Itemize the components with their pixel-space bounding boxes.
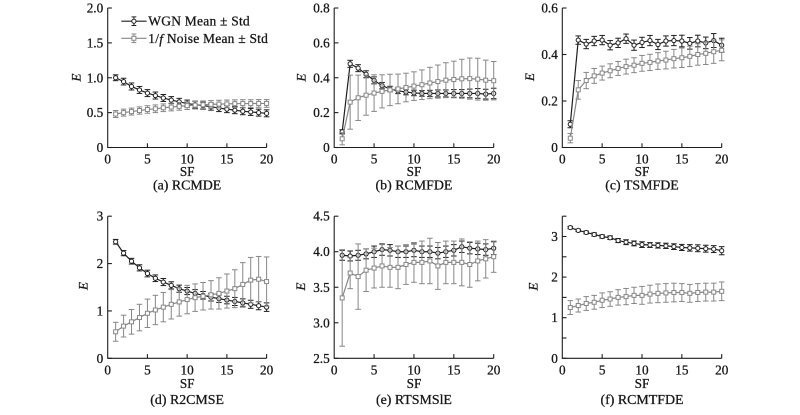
- svg-text:20: 20: [715, 152, 729, 167]
- svg-text:0: 0: [559, 362, 566, 377]
- svg-text:SF: SF: [407, 164, 422, 179]
- svg-text:0: 0: [104, 152, 111, 167]
- svg-text:5: 5: [599, 152, 606, 167]
- svg-text:5: 5: [371, 362, 378, 377]
- svg-text:4.5: 4.5: [313, 209, 330, 224]
- svg-text:3: 3: [97, 209, 104, 224]
- svg-text:WGN Mean ± Std: WGN Mean ± Std: [148, 14, 250, 29]
- svg-text:0.8: 0.8: [313, 1, 330, 16]
- svg-text:10: 10: [407, 152, 421, 167]
- svg-text:(f) RCMTFDE: (f) RCMTFDE: [601, 393, 684, 408]
- svg-text:SF: SF: [180, 164, 195, 179]
- svg-text:0: 0: [97, 140, 104, 155]
- svg-text:15: 15: [447, 152, 461, 167]
- svg-text:0.6: 0.6: [313, 35, 330, 50]
- svg-text:0: 0: [331, 362, 338, 377]
- svg-text:10: 10: [181, 152, 195, 167]
- svg-text:E: E: [69, 73, 84, 82]
- svg-text:5: 5: [144, 362, 151, 377]
- svg-text:2.0: 2.0: [87, 1, 104, 16]
- svg-text:E: E: [526, 282, 541, 291]
- svg-text:0: 0: [97, 351, 104, 366]
- svg-text:0.2: 0.2: [313, 105, 329, 120]
- svg-text:20: 20: [260, 362, 274, 377]
- svg-text:10: 10: [407, 362, 421, 377]
- svg-text:0.2: 0.2: [541, 94, 557, 109]
- svg-text:1: 1: [551, 310, 558, 325]
- svg-text:15: 15: [220, 362, 234, 377]
- svg-text:15: 15: [675, 362, 689, 377]
- svg-text:SF: SF: [407, 376, 422, 391]
- svg-text:3.0: 3.0: [313, 315, 330, 330]
- svg-text:15: 15: [675, 152, 689, 167]
- svg-text:E: E: [293, 282, 308, 291]
- svg-text:20: 20: [260, 152, 274, 167]
- svg-text:(d) R2CMSE: (d) R2CMSE: [150, 393, 224, 408]
- svg-text:5: 5: [599, 362, 606, 377]
- svg-text:10: 10: [635, 152, 649, 167]
- svg-text:0: 0: [104, 362, 111, 377]
- svg-text:0: 0: [331, 152, 338, 167]
- svg-text:1.5: 1.5: [87, 35, 104, 50]
- svg-text:SF: SF: [635, 164, 650, 179]
- svg-text:E: E: [76, 282, 91, 291]
- svg-text:3: 3: [551, 229, 558, 244]
- svg-text:3.5: 3.5: [313, 280, 330, 295]
- svg-text:15: 15: [220, 152, 234, 167]
- svg-text:20: 20: [487, 152, 501, 167]
- svg-text:5: 5: [144, 152, 151, 167]
- svg-text:0.5: 0.5: [87, 105, 104, 120]
- svg-text:E: E: [522, 73, 537, 82]
- svg-text:0: 0: [551, 351, 558, 366]
- svg-text:SF: SF: [635, 376, 650, 391]
- svg-text:10: 10: [635, 362, 649, 377]
- svg-text:1: 1: [97, 303, 104, 318]
- svg-text:0.4: 0.4: [313, 70, 330, 85]
- svg-text:E: E: [294, 73, 309, 82]
- svg-text:0.4: 0.4: [541, 47, 558, 62]
- svg-text:1.0: 1.0: [87, 70, 104, 85]
- svg-text:0: 0: [559, 152, 566, 167]
- svg-text:0: 0: [323, 140, 330, 155]
- svg-text:(c) TSMFDE: (c) TSMFDE: [605, 179, 678, 194]
- svg-text:1/f Noise Mean ± Std: 1/f Noise Mean ± Std: [148, 31, 268, 46]
- svg-text:0: 0: [551, 140, 558, 155]
- svg-text:20: 20: [715, 362, 729, 377]
- svg-text:2: 2: [97, 256, 104, 271]
- svg-text:(b) RCMFDE: (b) RCMFDE: [376, 179, 453, 194]
- svg-text:15: 15: [447, 362, 461, 377]
- svg-text:2: 2: [551, 270, 558, 285]
- svg-text:(e) RTSMSlE: (e) RTSMSlE: [376, 393, 452, 408]
- svg-text:(a) RCMDE: (a) RCMDE: [153, 179, 221, 194]
- svg-text:0.6: 0.6: [541, 1, 558, 16]
- svg-text:2.5: 2.5: [313, 351, 330, 366]
- svg-text:4.0: 4.0: [313, 244, 330, 259]
- svg-text:5: 5: [371, 152, 378, 167]
- svg-text:20: 20: [487, 362, 501, 377]
- svg-text:10: 10: [181, 362, 195, 377]
- svg-text:SF: SF: [180, 376, 195, 391]
